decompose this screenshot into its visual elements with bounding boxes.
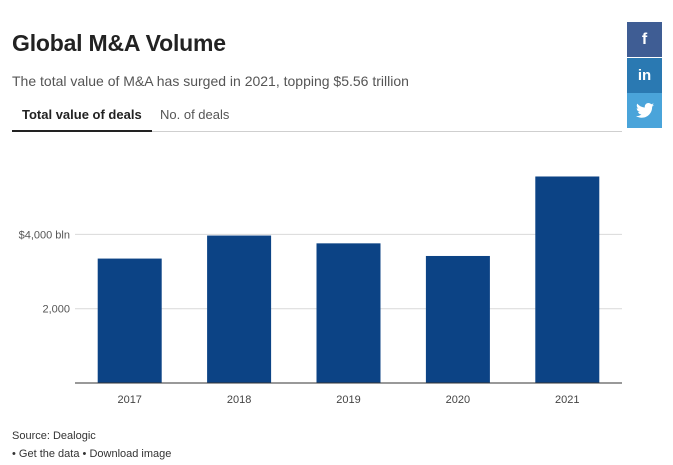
bar-2019 xyxy=(316,243,381,383)
x-tick-label: 2019 xyxy=(336,394,360,406)
get-data-link[interactable]: Get the data xyxy=(18,448,80,460)
tab-number-of-deals[interactable]: No. of deals xyxy=(160,107,230,122)
linkedin-share-button[interactable]: in xyxy=(627,58,662,93)
footer-links: • Get the data • Download image xyxy=(12,448,171,460)
bar-chart: 2,000 $4,000 bln 2017 2018 2019 2020 2021 xyxy=(19,176,622,406)
twitter-icon xyxy=(635,103,654,118)
y-tick-label: 2,000 xyxy=(42,304,70,316)
tab-total-value[interactable]: Total value of deals xyxy=(12,106,152,132)
x-tick-label: 2020 xyxy=(446,394,470,406)
facebook-share-button[interactable]: f xyxy=(627,22,662,57)
chart-title: Global M&A Volume xyxy=(12,30,226,56)
download-image-link[interactable]: Download image xyxy=(89,448,172,460)
bar-2021 xyxy=(535,176,600,383)
bar-2018 xyxy=(207,235,272,383)
linkedin-icon: in xyxy=(637,67,652,84)
y-tick-label: $4,000 bln xyxy=(19,229,70,241)
source-note: Source: Dealogic xyxy=(12,430,96,442)
x-tick-label: 2017 xyxy=(117,394,141,406)
bar-2017 xyxy=(97,258,162,383)
x-tick-label: 2021 xyxy=(555,394,579,406)
bullet: • xyxy=(12,448,16,460)
tab-bar: Total value of deals No. of deals xyxy=(12,106,622,132)
twitter-share-button[interactable] xyxy=(627,93,662,128)
facebook-icon: f xyxy=(641,30,648,48)
bullet: • xyxy=(82,448,87,460)
chart-subtitle: The total value of M&A has surged in 202… xyxy=(12,73,409,89)
bar-2020 xyxy=(425,255,490,383)
x-tick-label: 2018 xyxy=(227,394,251,406)
